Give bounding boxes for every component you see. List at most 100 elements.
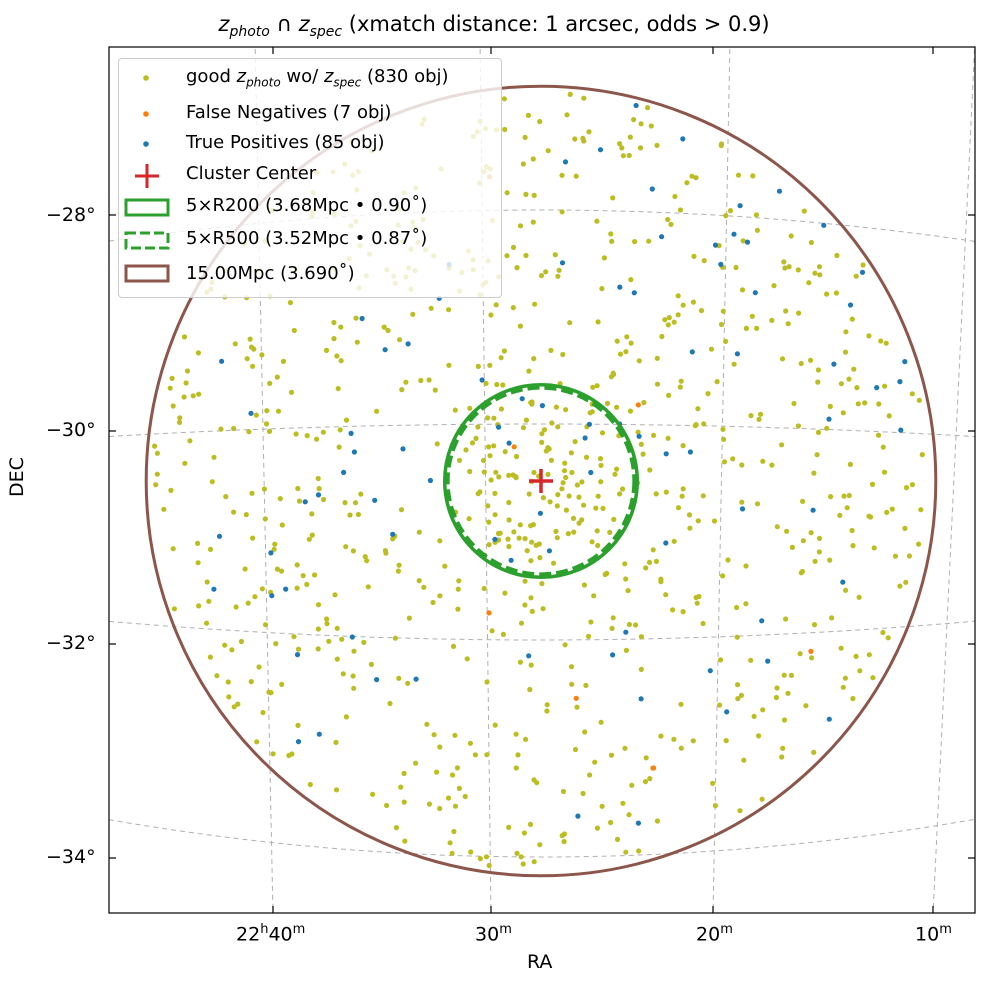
good-zphoto-point	[251, 346, 257, 352]
good-zphoto-point	[477, 489, 483, 495]
true-positive-point	[731, 231, 737, 237]
good-zphoto-point	[610, 615, 616, 621]
cluster-center-marker	[529, 469, 553, 493]
true-positive-point	[492, 536, 498, 542]
good-zphoto-point	[705, 391, 711, 397]
good-zphoto-point	[513, 474, 519, 480]
true-positive-point	[638, 696, 644, 702]
good-zphoto-point	[183, 380, 189, 386]
good-zphoto-point	[903, 579, 909, 585]
good-zphoto-point	[881, 469, 888, 475]
good-zphoto-point	[815, 379, 821, 385]
good-zphoto-point	[539, 581, 545, 587]
good-zphoto-point	[886, 413, 892, 419]
good-zphoto-point	[694, 600, 700, 606]
good-zphoto-point	[244, 356, 250, 362]
good-zphoto-point	[653, 558, 660, 565]
true-positive-point	[712, 242, 719, 248]
good-zphoto-point	[560, 788, 567, 795]
good-zphoto-point	[632, 239, 638, 245]
good-zphoto-point	[579, 479, 585, 485]
good-zphoto-point	[679, 493, 685, 499]
good-zphoto-point	[866, 513, 872, 519]
good-zphoto-point	[829, 615, 835, 621]
good-zphoto-point	[249, 490, 255, 496]
legend-item-good-zphoto: good zphoto wo/ zspec (830 obj)	[119, 63, 499, 93]
good-zphoto-point	[525, 112, 532, 118]
good-zphoto-point	[399, 387, 405, 393]
good-zphoto-point	[647, 776, 653, 782]
good-zphoto-point	[294, 562, 300, 568]
good-zphoto-point	[588, 619, 594, 625]
good-zphoto-point	[401, 770, 407, 777]
good-zphoto-point	[475, 363, 481, 369]
good-zphoto-point	[279, 522, 285, 528]
good-zphoto-point	[487, 362, 493, 368]
good-zphoto-point	[406, 615, 412, 621]
good-zphoto-point	[609, 625, 615, 632]
good-zphoto-point	[680, 609, 686, 615]
good-zphoto-point	[492, 722, 498, 728]
blue-dot-icon	[143, 141, 149, 147]
good-zphoto-point	[543, 269, 549, 275]
good-zphoto-point	[610, 195, 616, 201]
good-zphoto-point	[556, 267, 562, 273]
true-positive-point	[826, 416, 832, 422]
good-zphoto-point	[494, 381, 500, 388]
good-zphoto-point	[534, 780, 540, 786]
good-zphoto-point	[838, 381, 845, 387]
good-zphoto-point	[591, 593, 597, 599]
good-zphoto-point	[851, 366, 857, 372]
good-zphoto-point	[449, 772, 456, 778]
good-zphoto-point	[331, 336, 337, 342]
x-tick-label: 10m	[915, 922, 952, 946]
good-zphoto-point	[506, 824, 512, 831]
good-zphoto-point	[733, 264, 739, 271]
good-zphoto-point	[170, 403, 176, 409]
good-zphoto-point	[677, 384, 683, 390]
good-zphoto-point	[880, 444, 886, 450]
true-positive-point	[636, 433, 642, 439]
good-zphoto-point	[671, 319, 677, 325]
good-zphoto-point	[919, 452, 925, 458]
good-zphoto-point	[493, 469, 499, 475]
true-positive-point	[519, 396, 525, 402]
good-zphoto-point	[608, 819, 614, 826]
good-zphoto-point	[623, 576, 629, 582]
good-zphoto-point	[617, 141, 623, 147]
good-zphoto-point	[663, 489, 669, 495]
good-zphoto-point	[567, 91, 573, 97]
good-zphoto-point	[256, 664, 262, 670]
good-zphoto-point	[690, 299, 697, 305]
good-zphoto-point	[293, 431, 299, 437]
good-zphoto-point	[869, 481, 876, 487]
good-zphoto-point	[553, 528, 559, 535]
good-zphoto-point	[842, 675, 849, 681]
good-zphoto-point	[643, 755, 649, 761]
good-zphoto-point	[204, 620, 210, 626]
good-zphoto-point	[384, 802, 390, 809]
good-zphoto-point	[723, 738, 729, 744]
good-zphoto-point	[811, 622, 818, 628]
good-zphoto-point	[504, 190, 510, 196]
good-zphoto-point	[641, 399, 647, 406]
good-zphoto-point	[856, 594, 862, 600]
true-positive-point	[479, 377, 485, 383]
good-zphoto-point	[340, 671, 346, 677]
chart-title: zphoto ∩ zspec (xmatch distance: 1 arcse…	[218, 12, 770, 41]
good-zphoto-point	[538, 273, 545, 279]
good-zphoto-point	[263, 421, 270, 427]
true-positive-point	[663, 451, 669, 457]
good-zphoto-point	[695, 518, 701, 524]
good-zphoto-point	[817, 272, 823, 278]
good-zphoto-point	[629, 782, 635, 788]
false-negative-point	[511, 444, 517, 450]
true-positive-point	[752, 290, 758, 296]
good-zphoto-point	[320, 429, 326, 435]
good-zphoto-point	[506, 543, 512, 550]
true-positive-point	[508, 557, 514, 563]
good-zphoto-point	[431, 732, 437, 738]
good-zphoto-point	[517, 323, 524, 329]
true-positive-point	[351, 449, 357, 455]
good-zphoto-point	[370, 791, 376, 797]
